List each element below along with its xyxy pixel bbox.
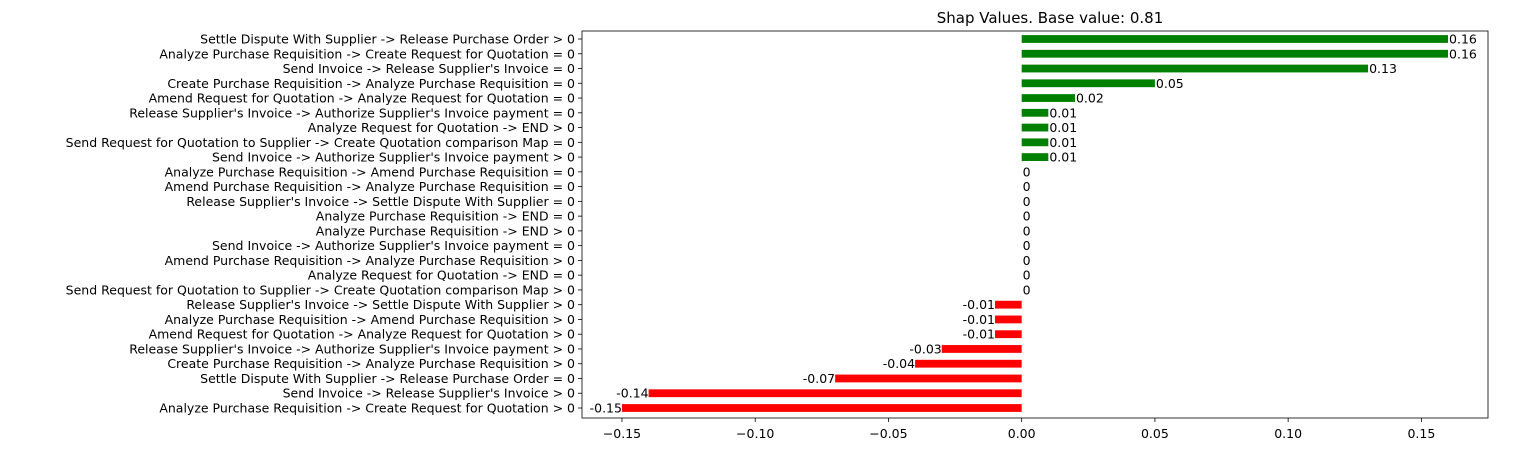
y-tick-label: Send Invoice -> Release Supplier's Invoi… xyxy=(283,386,575,401)
y-tick-label: Create Purchase Requisition -> Analyze P… xyxy=(167,76,575,91)
y-tick-label: Amend Request for Quotation -> Analyze R… xyxy=(149,327,575,342)
y-tick-label: Amend Request for Quotation -> Analyze R… xyxy=(149,91,575,106)
bar-value-label: -0.04 xyxy=(883,356,915,371)
bar xyxy=(995,330,1022,339)
bar xyxy=(1021,79,1155,88)
y-tick-label: Analyze Purchase Requisition -> Amend Pu… xyxy=(165,312,575,327)
bar xyxy=(995,315,1022,324)
y-tick-label: Send Invoice -> Authorize Supplier's Inv… xyxy=(212,238,575,253)
y-tick-label: Send Invoice -> Release Supplier's Invoi… xyxy=(283,61,575,76)
bar-value-label: -0.01 xyxy=(963,327,995,342)
bar xyxy=(621,404,1022,412)
bar-value-label: 0 xyxy=(1023,238,1031,253)
x-tick-label: −0.05 xyxy=(869,426,907,441)
x-tick-label: −0.10 xyxy=(736,426,774,441)
bar-value-label: 0 xyxy=(1023,282,1031,297)
y-tick-label: Release Supplier's Invoice -> Authorize … xyxy=(129,341,575,356)
bar-value-label: 0.01 xyxy=(1049,135,1077,150)
bar-value-label: 0.05 xyxy=(1156,76,1184,91)
x-tick-label: 0.00 xyxy=(1008,426,1036,441)
bar-value-label: 0 xyxy=(1023,194,1031,209)
bar-value-label: -0.07 xyxy=(803,371,835,386)
y-tick-labels-layer: Settle Dispute With Supplier -> Release … xyxy=(66,32,582,416)
bar-value-label: 0.01 xyxy=(1049,105,1077,120)
bar-value-label: 0 xyxy=(1023,268,1031,283)
y-tick-label: Analyze Purchase Requisition -> END > 0 xyxy=(316,223,575,238)
bar-value-label: 0.01 xyxy=(1049,120,1077,135)
y-tick-label: Settle Dispute With Supplier -> Release … xyxy=(200,371,575,386)
y-tick-label: Analyze Request for Quotation -> END > 0 xyxy=(308,120,575,135)
bar xyxy=(1021,64,1369,73)
bar xyxy=(1021,108,1049,117)
y-tick-label: Send Invoice -> Authorize Supplier's Inv… xyxy=(212,150,575,165)
bar-value-label: 0 xyxy=(1023,209,1031,224)
bar-value-label: 0.01 xyxy=(1049,150,1077,165)
x-ticks-layer: −0.15 −0.10 −0.05 0.00 0.05 0.10 0.15 xyxy=(603,418,1435,441)
x-tick-label: −0.15 xyxy=(603,426,641,441)
bar xyxy=(648,389,1022,398)
plot-border xyxy=(581,30,1489,419)
bar-value-label: 0 xyxy=(1023,223,1031,238)
bar xyxy=(915,359,1022,368)
y-tick-label: Send Request for Quotation to Supplier -… xyxy=(66,135,575,150)
bar-value-label: 0.16 xyxy=(1449,46,1477,61)
y-tick-label: Release Supplier's Invoice -> Settle Dis… xyxy=(186,297,575,312)
bar-value-label: -0.15 xyxy=(590,401,622,416)
bar xyxy=(1021,94,1075,102)
y-tick-label: Amend Purchase Requisition -> Analyze Pu… xyxy=(165,179,575,194)
bar-value-label: -0.01 xyxy=(963,297,995,312)
bar xyxy=(1021,123,1049,132)
bar xyxy=(941,345,1022,353)
y-tick-label: Release Supplier's Invoice -> Authorize … xyxy=(129,105,575,120)
bar-value-label: 0.02 xyxy=(1076,91,1104,106)
y-tick-label: Analyze Purchase Requisition -> Create R… xyxy=(159,401,575,416)
bar xyxy=(995,300,1022,309)
bar-value-label: 0.16 xyxy=(1449,32,1477,47)
bar xyxy=(1021,35,1449,43)
axes-frame xyxy=(581,30,1489,419)
bars-layer xyxy=(621,35,1449,412)
bar-value-label: 0.13 xyxy=(1369,61,1397,76)
y-tick-label: Analyze Request for Quotation -> END = 0 xyxy=(308,268,575,283)
chart-title: Shap Values. Base value: 0.81 xyxy=(937,9,1164,27)
bar-value-label: 0 xyxy=(1023,164,1031,179)
y-tick-label: Analyze Purchase Requisition -> Amend Pu… xyxy=(165,164,575,179)
bar-value-label: -0.03 xyxy=(909,341,941,356)
y-tick-label: Amend Purchase Requisition -> Analyze Pu… xyxy=(165,253,575,268)
bar-value-label: 0 xyxy=(1023,253,1031,268)
value-labels-layer: 0.160.160.130.050.020.010.010.010.010000… xyxy=(590,32,1477,416)
bar-value-label: -0.14 xyxy=(616,386,648,401)
bar-value-label: -0.01 xyxy=(963,312,995,327)
bar xyxy=(1021,138,1049,147)
bar xyxy=(1021,49,1449,58)
x-tick-label: 0.10 xyxy=(1274,426,1302,441)
y-tick-label: Send Request for Quotation to Supplier -… xyxy=(66,282,575,297)
y-tick-label: Release Supplier's Invoice -> Settle Dis… xyxy=(186,194,575,209)
bar xyxy=(1021,153,1049,161)
bar-value-label: 0 xyxy=(1023,179,1031,194)
y-tick-label: Settle Dispute With Supplier -> Release … xyxy=(200,32,575,47)
y-tick-label: Create Purchase Requisition -> Analyze P… xyxy=(167,356,575,371)
y-tick-label: Analyze Purchase Requisition -> Create R… xyxy=(159,46,575,61)
y-tick-label: Analyze Purchase Requisition -> END = 0 xyxy=(316,209,575,224)
bar xyxy=(835,374,1022,383)
x-tick-label: 0.05 xyxy=(1141,426,1169,441)
x-tick-label: 0.15 xyxy=(1407,426,1435,441)
